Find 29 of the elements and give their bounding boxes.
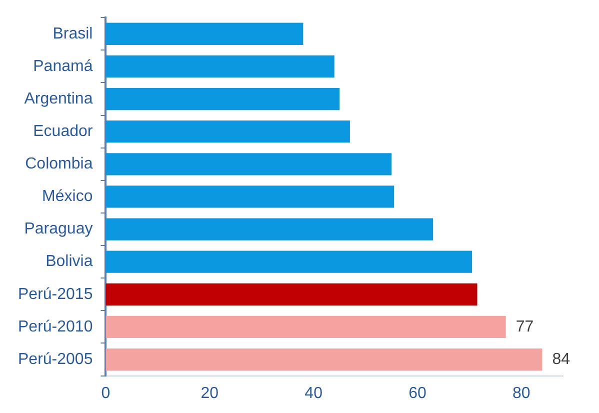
y-tick-label: Panamá	[33, 58, 93, 75]
bar	[106, 316, 506, 338]
y-tick-label: Paraguay	[24, 220, 93, 238]
y-tick-label: Perú-2015	[18, 286, 93, 303]
x-tick-label: 80	[512, 384, 530, 402]
data-label: 84	[552, 350, 570, 368]
bar	[106, 88, 340, 110]
bar	[106, 55, 334, 78]
bar	[106, 218, 434, 240]
x-tick-label: 40	[304, 384, 323, 402]
y-tick-label: Perú-2010	[18, 318, 93, 336]
y-tick-label: Argentina	[24, 90, 93, 108]
y-tick-label: Brasil	[52, 25, 93, 42]
y-tick-label: Colombia	[25, 156, 93, 173]
y-tick-label: Bolivia	[46, 253, 93, 270]
data-label: 77	[516, 318, 534, 336]
y-tick-label: Perú-2005	[18, 350, 93, 368]
bar	[106, 153, 392, 176]
x-tick-label: 20	[200, 384, 219, 402]
bar	[106, 186, 394, 208]
bar	[106, 348, 542, 371]
bar	[106, 22, 304, 45]
x-tick-label: 60	[408, 384, 426, 402]
y-tick-label: México	[42, 188, 93, 206]
y-tick-label: Ecuador	[33, 122, 94, 140]
bar	[106, 283, 478, 306]
bar	[106, 120, 350, 143]
bar	[106, 250, 472, 273]
x-tick-label: 0	[101, 384, 110, 402]
